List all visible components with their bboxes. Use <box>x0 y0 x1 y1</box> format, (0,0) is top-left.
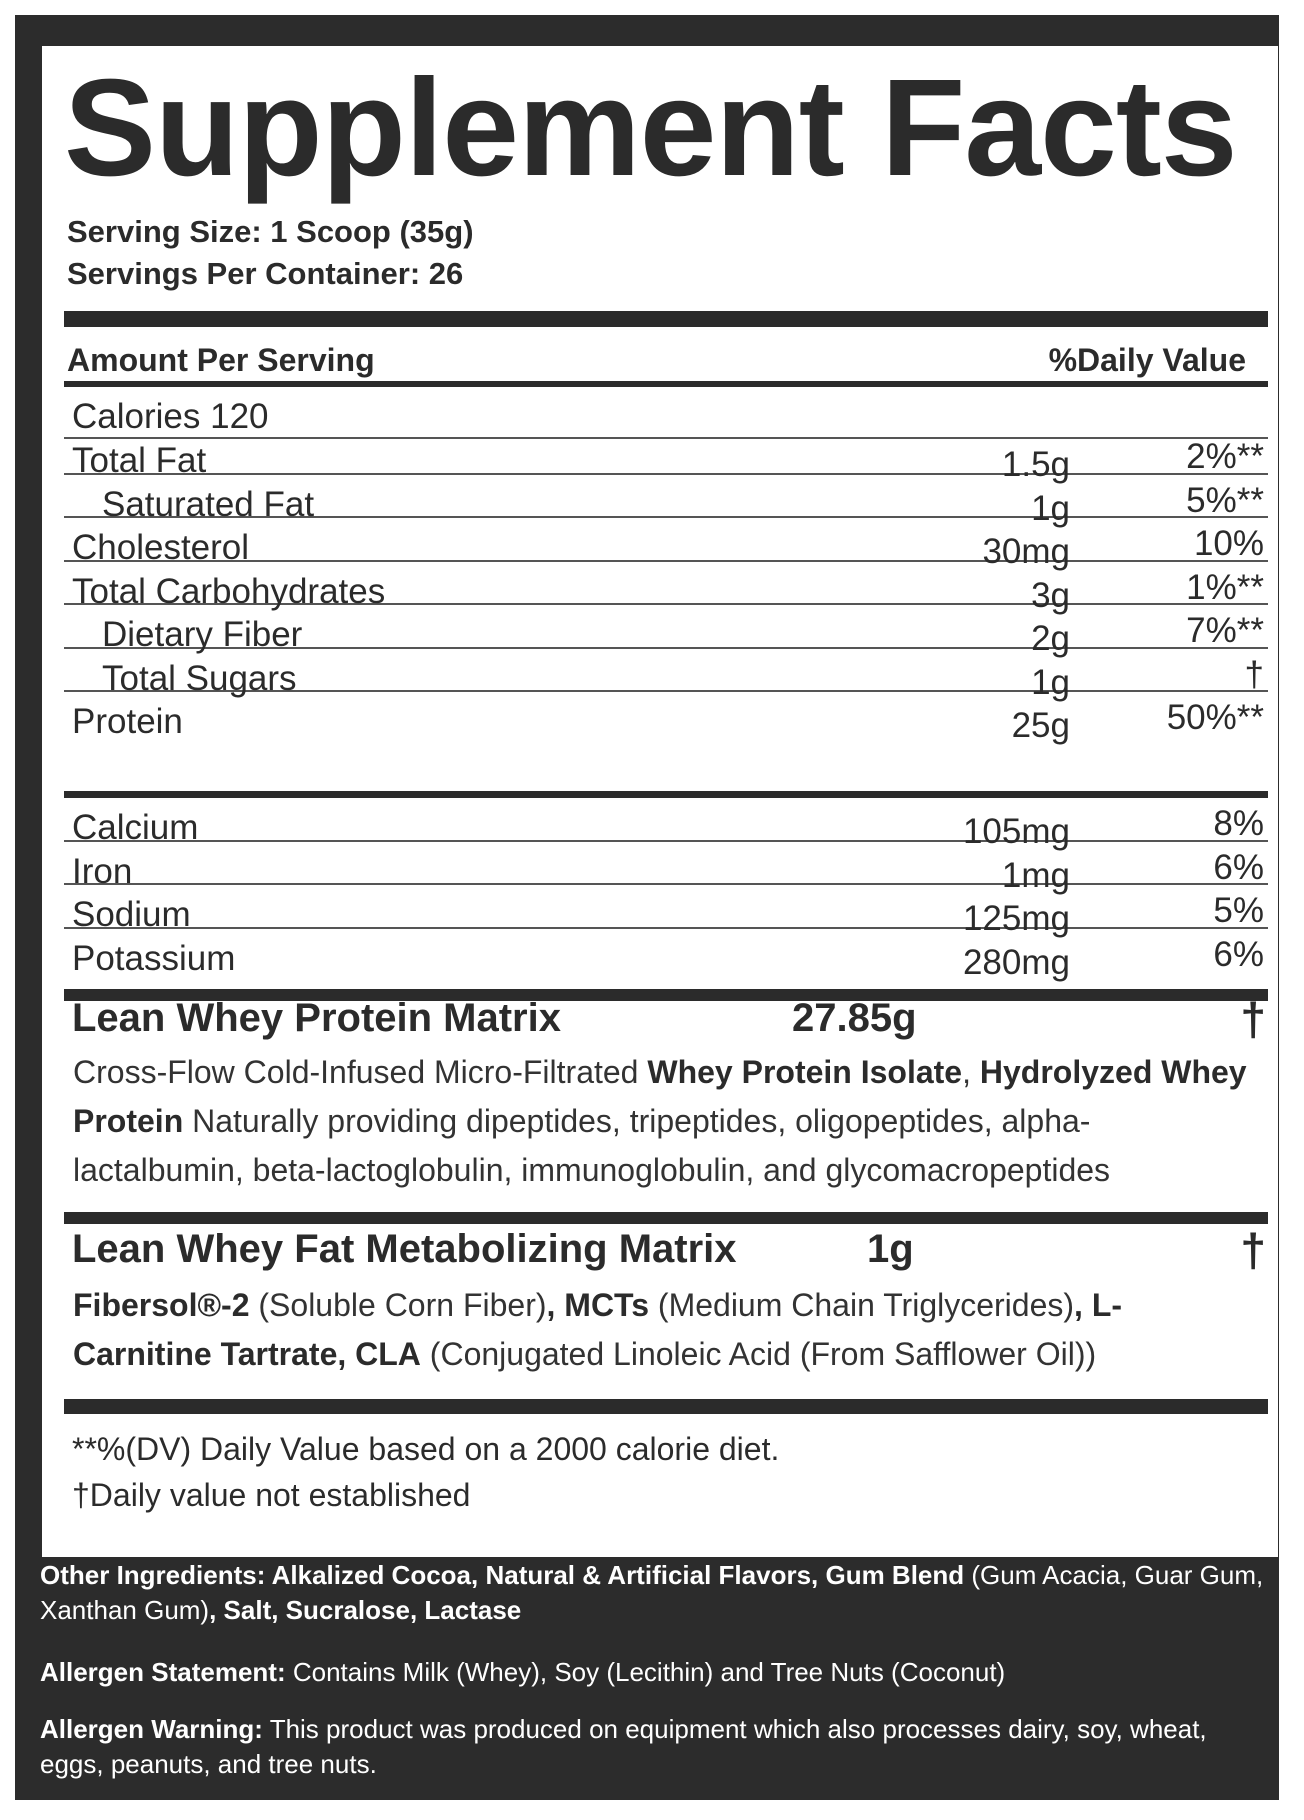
text-segment: (Gum Acacia, Guar Gum, Xanthan Gum) <box>40 1560 1264 1625</box>
servings-per-container: Servings Per Container: 26 <box>67 256 464 291</box>
text-segment: Allergen Statement: <box>40 1657 286 1687</box>
thick-divider <box>64 1212 1268 1224</box>
nutrient-amount: 3g <box>1031 575 1070 615</box>
nutrient-row: Total Fat 1.5g 2%** <box>64 431 1268 484</box>
nutrient-row: Calcium 105mg 8% <box>64 798 1268 851</box>
medium-divider <box>64 791 1268 798</box>
text-segment: (Conjugated Linoleic Acid (From Safflowe… <box>420 1336 1097 1372</box>
text-segment: Naturally providing dipeptides, tripepti… <box>73 1103 1111 1188</box>
nutrient-amount: 280mg <box>962 942 1070 982</box>
nutrient-amount: 125mg <box>962 899 1070 938</box>
nutrient-name: Dietary Fiber <box>102 615 303 654</box>
nutrient-amount: 1g <box>1031 662 1070 702</box>
nutrient-name: Cholesterol <box>72 528 250 567</box>
nutrient-daily-value: 50%** <box>1166 698 1264 737</box>
calories-label: Calories 120 <box>72 397 269 436</box>
protein-matrix-dv: † <box>1240 993 1266 1045</box>
nutrient-name: Total Sugars <box>102 658 297 698</box>
nutrient-name: Saturated Fat <box>102 484 315 524</box>
nutrient-daily-value: 10% <box>1193 524 1264 563</box>
nutrient-daily-value: 5%** <box>1186 480 1264 520</box>
text-segment: , Salt, Sucralose, Lactase <box>209 1595 522 1625</box>
nutrient-name: Sodium <box>72 895 191 934</box>
footnote-dagger: †Daily value not established <box>72 1477 471 1513</box>
nutrient-daily-value: 7%** <box>1186 611 1264 650</box>
nutrient-row: Sodium 125mg 5% <box>64 885 1268 938</box>
text-segment: , L-Carnitine Tartrate, CLA <box>73 1287 1123 1372</box>
thick-divider <box>64 989 1268 1001</box>
text-segment: Hydrolyzed Whey Protein <box>73 1054 1247 1139</box>
nutrient-daily-value: 6% <box>1213 847 1264 887</box>
nutrient-name: Iron <box>72 851 133 891</box>
text-segment: Cross-Flow Cold-Infused Micro-Filtrated <box>73 1054 648 1090</box>
protein-matrix-name: Lean Whey Protein Matrix <box>72 996 561 1040</box>
nutrient-daily-value: 1%** <box>1186 567 1264 607</box>
fat-matrix-name: Lean Whey Fat Metabolizing Matrix <box>72 1227 737 1271</box>
amount-per-serving-header: Amount Per Serving <box>67 342 375 378</box>
text-segment: Fibersol®-2 <box>73 1287 250 1323</box>
serving-size: Serving Size: 1 Scoop (35g) <box>67 214 474 249</box>
text-segment: (Medium Chain Triglycerides) <box>649 1287 1075 1323</box>
nutrient-row: Total Carbohydrates 3g 1%** <box>64 562 1268 615</box>
protein-matrix-description: Cross-Flow Cold-Infused Micro-Filtrated … <box>73 1048 1253 1195</box>
nutrient-name: Total Fat <box>72 441 207 480</box>
label-title: Supplement Facts <box>64 51 1238 205</box>
nutrient-row: Total Sugars 1g † <box>64 649 1268 702</box>
other-ingredients: Other Ingredients: Alkalized Cocoa, Natu… <box>40 1558 1270 1628</box>
allergen-statement: Allergen Statement: Contains Milk (Whey)… <box>40 1655 1270 1690</box>
nutrient-daily-value: 6% <box>1213 934 1264 974</box>
text-segment: Other Ingredients: Alkalized Cocoa, Natu… <box>40 1560 965 1590</box>
dark-outer-panel: Supplement Facts Serving Size: 1 Scoop (… <box>15 15 1279 1800</box>
nutrient-name: Calcium <box>72 808 199 847</box>
text-segment: , MCTs <box>546 1287 650 1323</box>
nutrient-row: Saturated Fat 1g 5%** <box>64 475 1268 528</box>
calories-row: Calories 120 <box>64 387 1268 439</box>
fat-matrix-description: Fibersol®-2 (Soluble Corn Fiber), MCTs (… <box>73 1281 1253 1379</box>
thick-divider <box>64 1399 1268 1414</box>
nutrient-daily-value: 5% <box>1213 891 1264 930</box>
text-segment: Whey Protein Isolate <box>647 1054 963 1090</box>
text-segment: Allergen Warning: <box>40 1714 263 1744</box>
nutrient-daily-value: † <box>1244 654 1264 694</box>
nutrient-row: Potassium 280mg 6% <box>64 929 1268 982</box>
nutrient-amount: 1g <box>1031 488 1070 528</box>
nutrient-amount: 25g <box>1011 706 1070 745</box>
daily-value-header: %Daily Value <box>1048 342 1246 378</box>
nutrient-amount: 30mg <box>982 532 1070 571</box>
allergen-warning: Allergen Warning: This product was produ… <box>40 1712 1270 1782</box>
medium-divider <box>64 381 1268 387</box>
nutrient-row: Dietary Fiber 2g 7%** <box>64 605 1268 658</box>
nutrient-amount: 105mg <box>962 812 1070 851</box>
text-segment: Contains Milk (Whey), Soy (Lecithin) and… <box>285 1657 1006 1687</box>
nutrient-row: Cholesterol 30mg 10% <box>64 518 1268 571</box>
thick-divider <box>64 311 1268 327</box>
protein-matrix-amount: 27.85g <box>792 996 917 1040</box>
nutrient-name: Total Carbohydrates <box>72 571 386 611</box>
nutrient-daily-value: 8% <box>1213 804 1264 843</box>
text-segment: , <box>962 1054 980 1090</box>
nutrient-amount: 1.5g <box>1001 445 1070 484</box>
nutrient-name: Protein <box>72 702 183 741</box>
nutrient-daily-value: 2%** <box>1186 437 1264 476</box>
nutrient-name: Potassium <box>72 938 236 978</box>
footnote-dv: **%(DV) Daily Value based on a 2000 calo… <box>72 1431 780 1467</box>
nutrient-row: Iron 1mg 6% <box>64 842 1268 895</box>
nutrient-amount: 2g <box>1031 619 1070 658</box>
text-segment: (Soluble Corn Fiber) <box>249 1287 547 1323</box>
supplement-facts-label: Supplement Facts Serving Size: 1 Scoop (… <box>42 46 1278 1557</box>
text-segment: This product was produced on equipment w… <box>40 1714 1207 1779</box>
fat-matrix-dv: † <box>1240 1224 1266 1276</box>
nutrient-row: Protein 25g 50%** <box>64 692 1268 745</box>
fat-matrix-amount: 1g <box>867 1227 914 1271</box>
nutrient-amount: 1mg <box>1001 855 1070 895</box>
